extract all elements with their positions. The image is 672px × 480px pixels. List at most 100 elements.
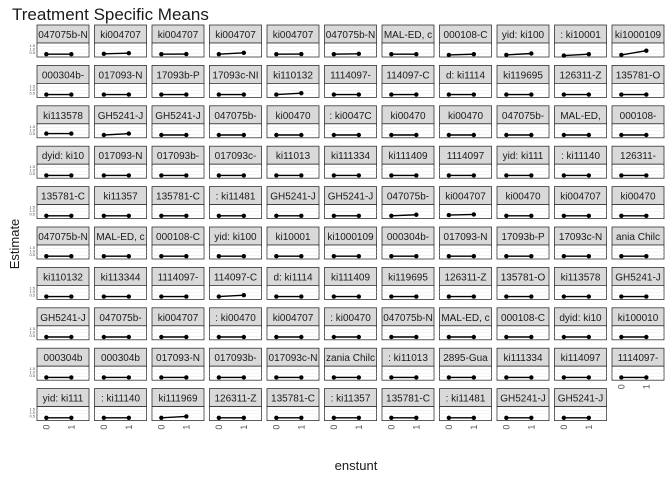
facet-strip-label: 135781-C	[271, 394, 315, 405]
y-tick-label: 0.5	[29, 373, 35, 378]
data-point	[44, 375, 49, 380]
data-point	[414, 294, 419, 299]
facet-strip-label: GH5241-J	[500, 394, 546, 405]
facet-panel: 017093c-	[209, 145, 262, 179]
facet-panel: d: ki1114	[266, 266, 320, 300]
facet-panel: ki114097	[554, 347, 607, 381]
facet-panel: ki004707	[554, 186, 607, 220]
data-point	[414, 415, 419, 420]
data-point	[126, 92, 132, 97]
data-point	[126, 334, 132, 340]
x-tick-label: 1	[354, 425, 364, 430]
facet-panel: 126311-Z	[554, 65, 607, 98]
facet-strip-label: ki113578	[43, 111, 83, 122]
data-point	[274, 213, 279, 218]
data-point	[619, 334, 624, 340]
facet-panel: 000304b-	[381, 226, 435, 260]
facet-panel: : ki11357 0 1	[324, 388, 377, 430]
y-tick-label: 0.5	[29, 90, 35, 95]
data-point	[644, 132, 649, 138]
data-point	[644, 213, 649, 218]
y-tick-label: 0.5	[29, 333, 35, 338]
facet-panel: 000108-	[611, 105, 665, 139]
facet-panel: dyid: ki10	[554, 307, 607, 341]
facet-strip-label: ki110132	[43, 272, 83, 283]
facet-panel: ki110132	[266, 65, 320, 98]
facet-strip-label: ki113344	[101, 272, 141, 283]
data-point	[644, 294, 649, 299]
data-point	[216, 213, 222, 218]
data-point	[184, 173, 189, 178]
x-tick-label: 0	[214, 425, 224, 430]
facet-panel: 000304b	[94, 347, 147, 381]
data-point	[619, 294, 624, 299]
data-point	[471, 212, 477, 217]
facet-panel: zania Chilc	[324, 347, 377, 381]
data-point	[446, 92, 452, 97]
y-tick-label: 0.5	[29, 292, 35, 297]
facet-strip-label: GH5241-J	[270, 192, 316, 203]
y-tick-label: 0.5	[29, 131, 35, 136]
data-point	[241, 334, 247, 340]
data-point	[274, 132, 279, 138]
facet-strip-label: yid: ki100	[214, 232, 257, 243]
facet-panel: ki100010	[611, 307, 665, 341]
facet-strip-label: ki004707	[273, 313, 314, 324]
data-point	[504, 334, 509, 340]
y-tick-label: 1.0	[29, 87, 35, 92]
facet-panel: ki111969 0 1	[151, 388, 205, 430]
y-tick-label: 1.5	[29, 326, 35, 331]
data-point	[529, 375, 534, 380]
facet-strip-label: 126311-Z	[214, 394, 256, 405]
data-point	[561, 132, 567, 138]
series-line	[563, 53, 589, 57]
facet-strip-label: 135781-O	[616, 70, 661, 81]
facet-panel: MAL-ED, c	[94, 226, 147, 260]
facet-strip-label: 17093b-P	[501, 232, 545, 243]
facet-panel: 017093-N	[439, 226, 492, 260]
data-point	[389, 92, 394, 97]
data-point	[619, 375, 624, 380]
data-point	[274, 173, 279, 178]
data-point	[619, 254, 624, 259]
data-point	[216, 173, 222, 178]
data-point	[414, 334, 419, 340]
facet-panel: ki004707	[209, 24, 262, 58]
data-point	[69, 213, 74, 218]
facet-strip-label: d: ki1114	[273, 272, 313, 283]
data-point	[216, 415, 222, 420]
data-point	[299, 254, 304, 259]
facet-strip-label: 126311-	[620, 151, 656, 162]
facet-strip-label: : ki11481	[446, 394, 486, 405]
data-point	[184, 414, 189, 419]
y-tick-label: 1.5	[29, 407, 35, 412]
x-tick-label: 0	[41, 425, 51, 430]
facet-panel: 000108-C	[151, 226, 205, 260]
facet-strip-label: ki11013	[276, 151, 311, 162]
data-point	[241, 50, 247, 55]
facet-strip-label: ki100010	[618, 313, 659, 324]
x-tick-label: 1	[584, 425, 594, 430]
data-point	[299, 132, 304, 138]
facet-strip-label: 047075b-	[99, 313, 141, 324]
facet-strip-label: : ki00470	[330, 313, 371, 324]
data-point	[529, 173, 534, 178]
facet-panel: 047075b-N	[381, 307, 435, 341]
data-point	[586, 52, 592, 57]
y-tick-label: 1.0	[29, 289, 35, 294]
series-line	[103, 132, 129, 136]
data-point	[184, 254, 189, 259]
facet-strip-label: 135781-C	[41, 192, 85, 203]
facet-panel: 017093b-	[151, 145, 205, 179]
data-point	[504, 254, 509, 259]
facet-panel: : ki0047C	[324, 105, 377, 139]
data-point	[126, 294, 132, 299]
data-point	[356, 132, 362, 138]
facet-strip-label: 126311-Z	[444, 272, 486, 283]
facet-panel: ki111334	[496, 347, 550, 381]
data-point	[561, 334, 567, 340]
data-point	[101, 173, 107, 178]
facet-strip-label: 047075b-N	[38, 30, 87, 41]
data-point	[529, 294, 534, 299]
data-point	[529, 51, 534, 56]
